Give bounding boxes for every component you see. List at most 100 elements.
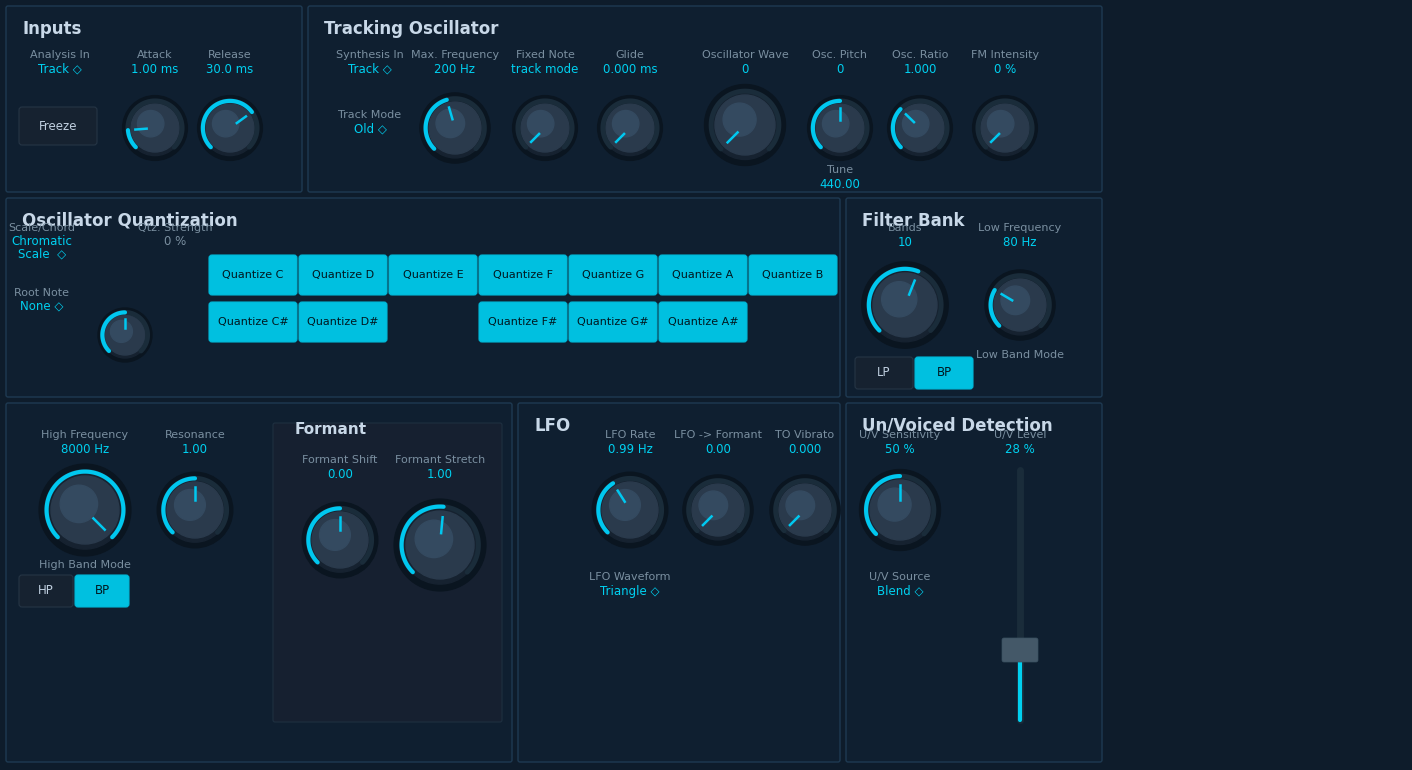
Text: High Frequency: High Frequency (41, 430, 128, 440)
Text: 1.00: 1.00 (182, 443, 208, 456)
FancyBboxPatch shape (273, 423, 503, 722)
Text: Osc. Ratio: Osc. Ratio (892, 50, 949, 60)
FancyBboxPatch shape (659, 255, 747, 295)
Text: U/V Level: U/V Level (994, 430, 1046, 440)
Circle shape (786, 491, 815, 520)
Circle shape (102, 312, 148, 358)
Text: LFO -> Formant: LFO -> Formant (674, 430, 762, 440)
Circle shape (131, 104, 179, 152)
Text: Track Mode: Track Mode (339, 110, 401, 120)
Circle shape (206, 104, 254, 152)
Text: Blend ◇: Blend ◇ (877, 585, 923, 598)
Text: Root Note: Root Note (14, 288, 69, 298)
Circle shape (419, 93, 490, 163)
Circle shape (602, 482, 658, 538)
Circle shape (603, 100, 658, 156)
FancyBboxPatch shape (479, 302, 568, 342)
Circle shape (40, 464, 131, 556)
Circle shape (812, 100, 867, 156)
Circle shape (990, 275, 1051, 335)
FancyBboxPatch shape (299, 255, 387, 295)
Circle shape (892, 100, 947, 156)
Text: Low Frequency: Low Frequency (979, 223, 1062, 233)
Circle shape (973, 95, 1038, 160)
Text: 440.00: 440.00 (819, 178, 860, 191)
Circle shape (897, 104, 945, 152)
FancyBboxPatch shape (846, 198, 1101, 397)
Circle shape (808, 95, 873, 160)
Circle shape (688, 480, 748, 540)
Text: Quantize G#: Quantize G# (578, 317, 648, 327)
Text: Formant Shift: Formant Shift (302, 455, 377, 465)
Circle shape (597, 95, 662, 160)
FancyBboxPatch shape (388, 255, 477, 295)
Text: LP: LP (877, 367, 891, 380)
Text: TO Vibrato: TO Vibrato (775, 430, 834, 440)
FancyBboxPatch shape (75, 575, 128, 607)
Text: Quantize A#: Quantize A# (668, 317, 738, 327)
Circle shape (157, 472, 233, 547)
Text: Release: Release (208, 50, 251, 60)
Text: 0.00: 0.00 (705, 443, 731, 456)
Text: Triangle ◇: Triangle ◇ (600, 585, 659, 598)
FancyBboxPatch shape (846, 403, 1101, 762)
Circle shape (308, 507, 373, 572)
Circle shape (705, 85, 785, 166)
Text: 30.0 ms: 30.0 ms (206, 63, 254, 76)
FancyBboxPatch shape (6, 6, 302, 192)
Text: Quantize F#: Quantize F# (489, 317, 558, 327)
Circle shape (312, 512, 369, 568)
Text: Bands: Bands (888, 223, 922, 233)
Circle shape (319, 520, 350, 551)
Text: 0.000 ms: 0.000 ms (603, 63, 658, 76)
Circle shape (606, 104, 654, 152)
Text: 80 Hz: 80 Hz (1004, 236, 1036, 249)
Circle shape (175, 490, 205, 521)
Text: U/V Source: U/V Source (870, 572, 931, 582)
FancyBboxPatch shape (915, 357, 973, 389)
Text: Quantize B: Quantize B (762, 270, 823, 280)
FancyBboxPatch shape (209, 302, 297, 342)
Text: Quantize C: Quantize C (222, 270, 284, 280)
Circle shape (592, 472, 668, 547)
FancyBboxPatch shape (569, 255, 657, 295)
Circle shape (110, 320, 133, 343)
Circle shape (861, 262, 949, 348)
Text: Quantize D#: Quantize D# (308, 317, 378, 327)
Circle shape (47, 471, 124, 549)
Text: Track ◇: Track ◇ (38, 63, 82, 76)
Text: 50 %: 50 % (885, 443, 915, 456)
Circle shape (401, 506, 479, 584)
Circle shape (866, 476, 935, 544)
Circle shape (888, 95, 953, 160)
Text: 0 %: 0 % (994, 63, 1017, 76)
Circle shape (873, 273, 938, 337)
Circle shape (61, 485, 97, 523)
Circle shape (597, 478, 662, 542)
Circle shape (714, 95, 775, 155)
Text: FM Intensity: FM Intensity (971, 50, 1039, 60)
Circle shape (779, 484, 832, 536)
Text: 0: 0 (836, 63, 844, 76)
Text: Max. Frequency: Max. Frequency (411, 50, 498, 60)
Text: 0.000: 0.000 (788, 443, 822, 456)
Text: Oscillator Quantization: Oscillator Quantization (23, 212, 237, 230)
Text: Un/Voiced Detection: Un/Voiced Detection (861, 417, 1052, 435)
Text: 1.00: 1.00 (426, 468, 453, 481)
Text: 0: 0 (741, 63, 748, 76)
Text: Old ◇: Old ◇ (353, 123, 387, 136)
Text: LFO: LFO (534, 417, 570, 435)
Circle shape (436, 109, 465, 138)
Text: LFO Rate: LFO Rate (604, 430, 655, 440)
Circle shape (710, 91, 779, 159)
Circle shape (407, 511, 474, 579)
Circle shape (770, 475, 840, 545)
Text: track mode: track mode (511, 63, 579, 76)
Text: Quantize D: Quantize D (312, 270, 374, 280)
Text: Quantize F: Quantize F (493, 270, 554, 280)
Text: Oscillator Wave: Oscillator Wave (702, 50, 788, 60)
Text: Filter Bank: Filter Bank (861, 212, 964, 230)
FancyBboxPatch shape (308, 6, 1101, 192)
Text: Formant Stretch: Formant Stretch (395, 455, 486, 465)
FancyBboxPatch shape (569, 302, 657, 342)
